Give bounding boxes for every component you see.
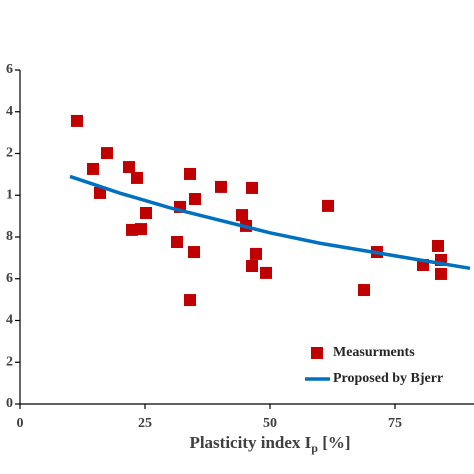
y-tick-label: 6: [6, 62, 13, 77]
x-axis-label: Plasticity index Ip [%]: [189, 433, 350, 455]
point: [188, 246, 200, 259]
point: [246, 181, 258, 194]
y-tick-label: 2: [6, 146, 13, 161]
point: [189, 193, 201, 206]
point: [358, 284, 370, 297]
x-label-main: Plasticity index I: [189, 433, 311, 452]
point: [250, 247, 262, 260]
y-tick-label: 2: [6, 354, 13, 369]
point: [236, 209, 248, 222]
point: [246, 260, 258, 273]
point: [260, 266, 272, 279]
point: [184, 294, 196, 307]
point: [87, 162, 99, 175]
legend-label: Proposed by Bjerr: [333, 371, 443, 386]
point: [140, 206, 152, 219]
y-tick-label: 1: [6, 187, 13, 202]
y-tick-label: 0: [6, 396, 13, 411]
point: [131, 171, 143, 184]
point: [123, 161, 135, 174]
x-label-sub: p: [311, 441, 318, 455]
point: [101, 147, 113, 160]
point: [322, 199, 334, 212]
point: [432, 239, 444, 252]
legend-label: Measurments: [333, 345, 415, 360]
point: [435, 267, 447, 280]
point: [94, 186, 106, 199]
x-tick-label: 0: [17, 416, 24, 431]
point: [71, 114, 83, 127]
y-tick-label: 8: [6, 229, 13, 244]
y-tick-label: 4: [6, 313, 13, 328]
x-tick-label: 75: [388, 416, 402, 431]
fit-line: [69, 174, 471, 271]
legend-marker: [311, 347, 323, 359]
point: [215, 180, 227, 193]
point: [184, 167, 196, 180]
y-tick-label: 4: [6, 104, 13, 119]
y-tick-label: 6: [6, 271, 13, 286]
point: [171, 236, 183, 249]
x-tick-label: 25: [138, 416, 152, 431]
x-tick-label: 50: [263, 416, 277, 431]
x-label-end: [%]: [318, 433, 351, 452]
point: [135, 223, 147, 236]
